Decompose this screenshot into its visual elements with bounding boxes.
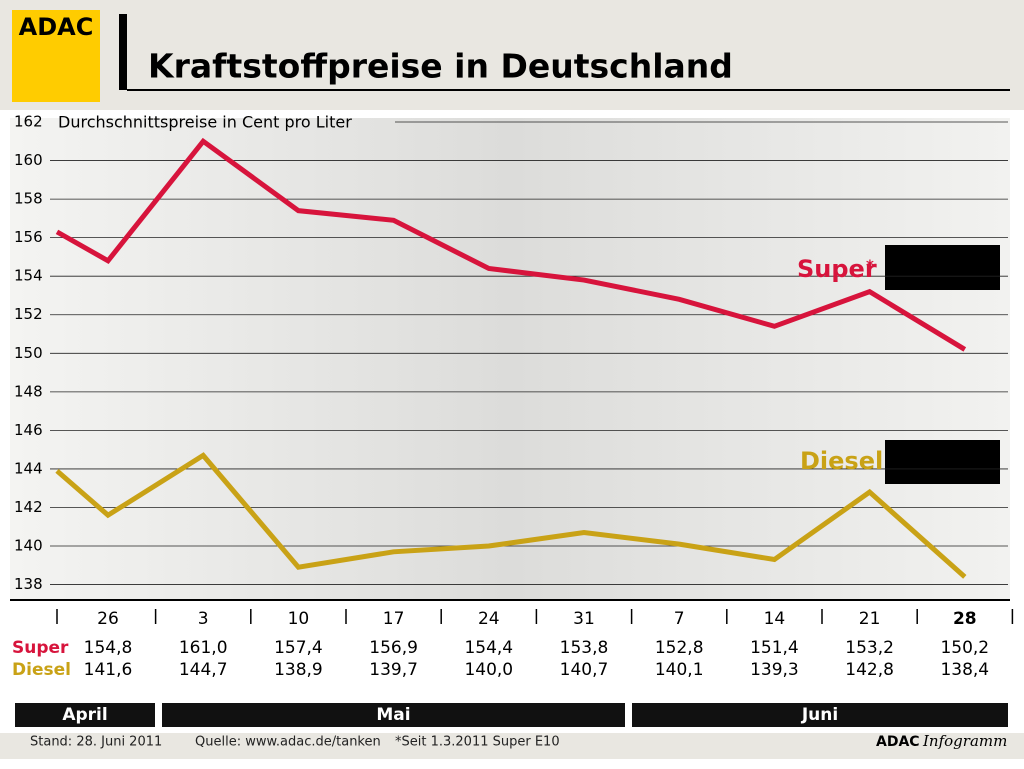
super-display	[885, 245, 1000, 290]
value-label: 154,8	[84, 638, 133, 658]
y-tick-label: 154	[14, 267, 43, 285]
value-label: 157,4	[274, 638, 323, 658]
value-label: 140,7	[560, 660, 609, 680]
value-label: 150,2	[940, 638, 989, 658]
footer-brand: ADAC	[876, 734, 920, 750]
value-label: 151,4	[750, 638, 799, 658]
legend-label: Diesel	[800, 447, 883, 475]
y-tick-label: 160	[14, 151, 43, 169]
y-tick-label: 152	[14, 305, 43, 323]
value-label: 139,7	[369, 660, 418, 680]
month-bar	[632, 703, 1008, 727]
header-band	[0, 0, 1024, 110]
month-label: Mai	[376, 705, 410, 725]
value-label: 138,9	[274, 660, 323, 680]
diesel-display	[885, 440, 1000, 484]
row-label: Diesel	[12, 660, 71, 680]
row-label: Super	[12, 638, 69, 658]
x-tick-label: 17	[383, 609, 405, 629]
y-tick-label: 148	[14, 382, 43, 400]
value-label: 140,1	[655, 660, 704, 680]
value-label: 153,2	[845, 638, 894, 658]
x-tick-label: 14	[764, 609, 786, 629]
footer-source: Quelle: www.adac.de/tanken	[195, 735, 381, 750]
x-tick-label: 28	[953, 609, 977, 629]
x-tick-label: 7	[674, 609, 685, 629]
series-line	[55, 137, 967, 352]
brand: ADAC	[19, 13, 94, 41]
brand-box	[12, 10, 100, 102]
footer-note: *Seit 1.3.2011 Super E10	[395, 735, 560, 750]
month-label: Juni	[801, 705, 838, 725]
x-tick-label: 21	[859, 609, 881, 629]
x-tick-label: 26	[97, 609, 119, 629]
y-tick-label: 138	[14, 575, 43, 593]
header-bar	[119, 14, 127, 90]
footer-band	[0, 733, 1024, 759]
y-tick-label: 144	[14, 459, 43, 477]
footer-product: Infogramm	[922, 732, 1007, 750]
y-axis-label: Durchschnittspreise in Cent pro Liter	[58, 113, 352, 132]
value-label: 141,6	[84, 660, 133, 680]
x-tick-label: 31	[573, 609, 595, 629]
value-label: 154,4	[464, 638, 513, 658]
month-label: April	[62, 705, 107, 725]
y-tick-label: 146	[14, 421, 43, 439]
y-tick-label: 142	[14, 498, 43, 516]
y-tick-label: 158	[14, 190, 43, 208]
value-label: 152,8	[655, 638, 704, 658]
series-line	[55, 452, 967, 579]
legend-footnote: *	[866, 257, 874, 275]
value-label: 144,7	[179, 660, 228, 680]
month-bar	[15, 703, 155, 727]
value-label: 156,9	[369, 638, 418, 658]
y-tick-label: 140	[14, 537, 43, 555]
y-tick-label: 156	[14, 228, 43, 246]
y-tick-label: 150	[14, 344, 43, 362]
plot-background	[10, 118, 1010, 600]
value-label: 139,3	[750, 660, 799, 680]
value-label: 142,8	[845, 660, 894, 680]
legend-label: Super	[797, 255, 877, 283]
value-label: 161,0	[179, 638, 228, 658]
value-label: 140,0	[464, 660, 513, 680]
footer-date: Stand: 28. Juni 2011	[30, 735, 162, 750]
x-tick-label: 3	[198, 609, 209, 629]
x-tick-label: 24	[478, 609, 500, 629]
value-label: 138,4	[940, 660, 989, 680]
value-label: 153,8	[560, 638, 609, 658]
month-bar	[162, 703, 625, 727]
x-tick-label: 10	[288, 609, 310, 629]
chart-title: Kraftstoffpreise in Deutschland	[148, 47, 733, 86]
y-tick-label: 162	[14, 113, 43, 131]
